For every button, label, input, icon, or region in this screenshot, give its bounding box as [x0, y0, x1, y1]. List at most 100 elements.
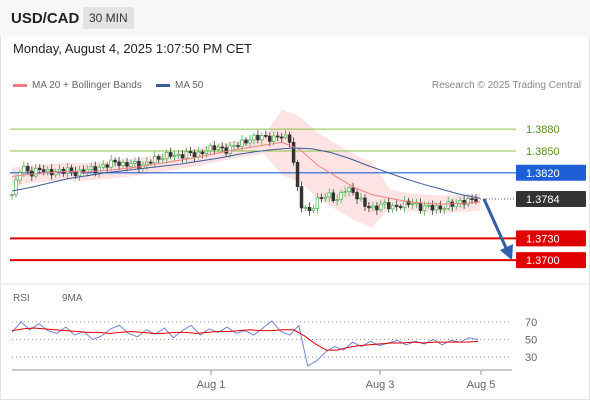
candle-body	[244, 139, 248, 144]
candle-body	[240, 139, 244, 147]
candle-body	[426, 204, 431, 207]
candle-body	[38, 167, 42, 170]
candle-body	[291, 141, 296, 163]
candle-body	[200, 151, 205, 154]
candle-body	[101, 164, 105, 168]
legend-rsi-ma: 9MA	[62, 293, 83, 304]
candle-body	[208, 145, 213, 152]
candle-body	[204, 150, 209, 154]
candle-body	[77, 169, 82, 177]
candle-body	[434, 205, 439, 211]
candle-body	[41, 169, 46, 172]
candle-body	[347, 187, 351, 192]
candle-body	[53, 170, 58, 176]
candle-body	[355, 192, 359, 200]
pivot-label-bg-2	[516, 164, 586, 181]
candle-body	[283, 134, 288, 138]
ma20-swatch	[13, 83, 27, 87]
candle-body	[390, 205, 395, 210]
candle-body	[97, 166, 101, 173]
timestamp: Monday, August 4, 2025 1:07:50 PM CET	[13, 41, 252, 56]
candle-body	[248, 139, 252, 144]
candle-body	[398, 206, 403, 208]
candle-body	[153, 156, 157, 164]
resistance-label-1: 1.3850	[526, 146, 560, 158]
candle-body	[430, 204, 435, 211]
candle-body	[422, 205, 427, 211]
candle-body	[299, 186, 304, 209]
candle-body	[57, 168, 62, 172]
candle-body	[268, 135, 272, 142]
candle-body	[311, 208, 316, 211]
candle-body	[335, 199, 339, 201]
ma20-line	[11, 141, 481, 205]
x-tick-label-2: Aug 5	[467, 379, 496, 391]
rsi-tick-1: 50	[525, 335, 537, 347]
candle-body	[383, 202, 387, 205]
candle-body	[462, 199, 466, 205]
candle-body	[220, 146, 224, 149]
candle-body	[22, 165, 26, 173]
legend-ma50-label: MA 50	[175, 80, 204, 91]
candle-body	[113, 159, 117, 163]
candle-body	[145, 161, 149, 166]
pivot-label-2: 1.3820	[526, 168, 560, 180]
candle-body	[109, 159, 113, 168]
candle-body	[93, 166, 98, 173]
x-tick-label-0: Aug 1	[197, 379, 226, 391]
support-label-bg-5	[516, 252, 586, 269]
candle-body	[129, 163, 133, 167]
price-label-bg	[516, 191, 586, 208]
candle-body	[331, 192, 335, 201]
support-label-bg-4	[516, 230, 586, 247]
candle-body	[117, 161, 121, 166]
candle-body	[323, 196, 328, 199]
candle-body	[168, 152, 173, 157]
candle-body	[252, 134, 256, 141]
header-bar: USD/CAD 30 MIN	[0, 0, 590, 36]
candle-body	[406, 200, 411, 205]
candle-body	[133, 160, 137, 164]
candle-body	[264, 135, 268, 137]
legend-ma20-label: MA 20 + Bollinger Bands	[32, 80, 142, 91]
candle-body	[367, 206, 371, 209]
candle-body	[394, 205, 399, 207]
candle-body	[363, 197, 367, 207]
pair-title: USD/CAD	[11, 10, 80, 27]
candle-body	[438, 205, 443, 210]
candle-body	[470, 198, 474, 200]
candle-body	[339, 191, 343, 200]
support-label-4: 1.3730	[526, 233, 560, 245]
candle-body	[192, 152, 197, 158]
candle-body	[295, 162, 300, 187]
candle-body	[287, 134, 292, 143]
candle-body	[196, 151, 201, 158]
bollinger-band	[12, 109, 480, 228]
support-label-5: 1.3700	[526, 255, 560, 267]
legend-rsi: RSI	[13, 293, 30, 304]
candle-body	[359, 197, 363, 200]
candle-body	[26, 165, 30, 172]
copyright: Research © 2025 Trading Central	[431, 80, 581, 91]
candle-body	[466, 198, 470, 205]
rsi-line	[11, 320, 479, 367]
legend-ma20: MA 20 + Bollinger Bands	[13, 80, 142, 91]
candle-body	[351, 187, 355, 193]
candle-body	[137, 160, 141, 169]
forecast-arrow-shaft	[482, 198, 509, 251]
candle-body	[307, 206, 312, 211]
candle-body	[236, 145, 240, 147]
candle-body	[418, 202, 423, 211]
timeframe-badge[interactable]: 30 MIN	[83, 7, 134, 29]
candle-body	[375, 205, 379, 211]
candle-body	[387, 202, 391, 210]
candle-body	[180, 154, 185, 159]
candle-body	[319, 197, 324, 199]
candle-body	[343, 191, 347, 193]
candle-body	[89, 166, 94, 170]
candle-body	[279, 136, 284, 139]
candle-body	[228, 145, 232, 154]
legend-ma50: MA 50	[156, 80, 203, 91]
ma50-swatch	[156, 83, 170, 87]
